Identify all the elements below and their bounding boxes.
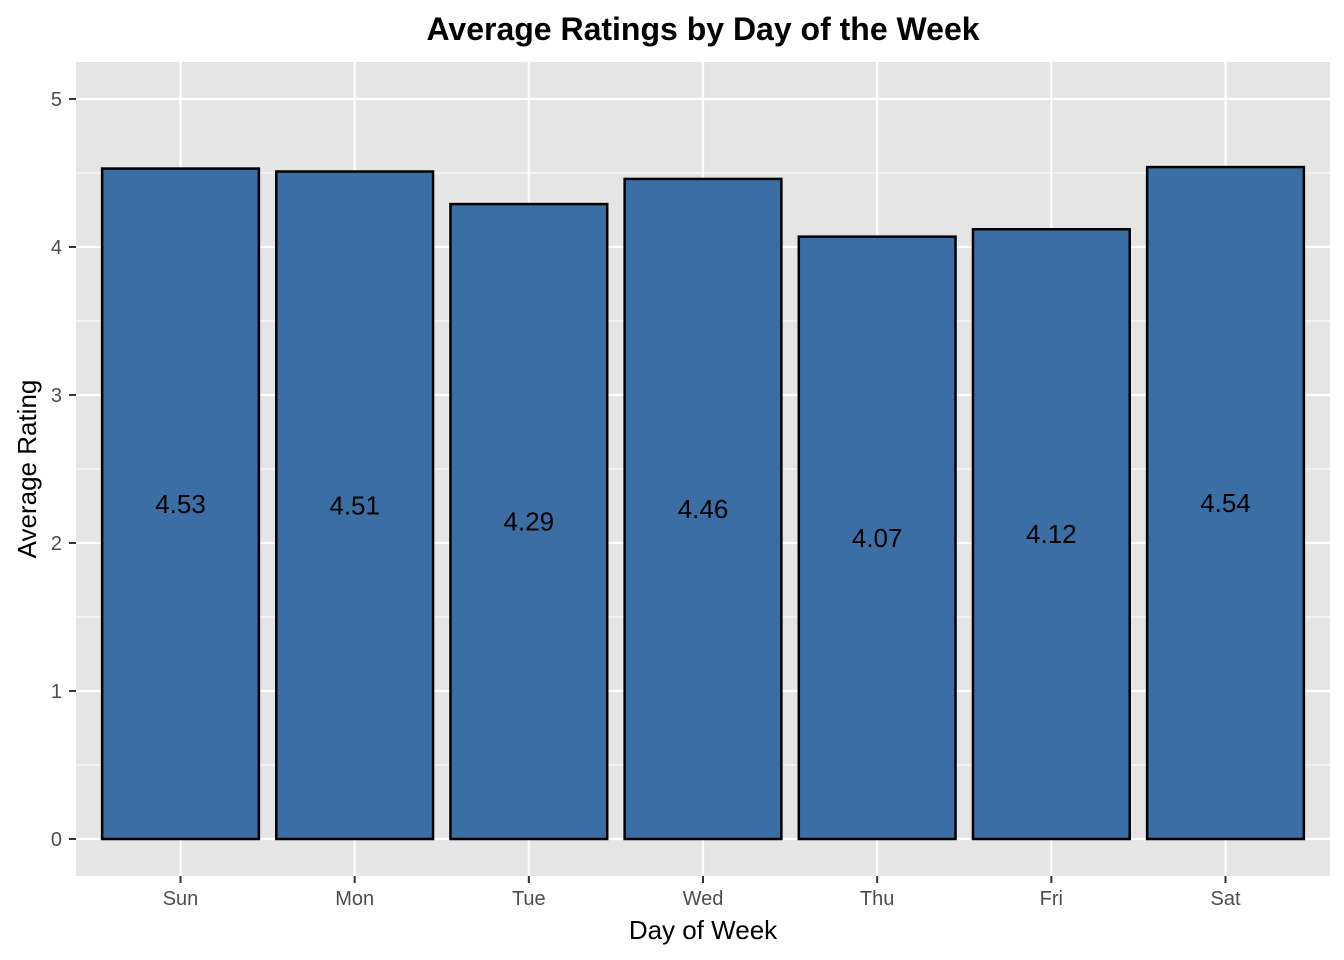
x-tick-label-wed: Wed [683, 888, 724, 910]
data-label-sat: 4.54 [1200, 488, 1251, 518]
bar-tue [449, 202, 609, 841]
x-tick-label-fri: Fri [1040, 888, 1063, 910]
y-tick-label: 1 [51, 681, 62, 703]
x-tick-label-thu: Thu [860, 888, 894, 910]
y-tick-label: 2 [51, 533, 62, 555]
x-axis: Sun Mon Tue Wed Thu Fri Sat [163, 876, 1241, 910]
x-tick-label-tue: Tue [512, 888, 546, 910]
data-label-tue: 4.29 [504, 507, 555, 537]
bar-mon [275, 170, 435, 841]
chart-title: Average Ratings by Day of the Week [426, 11, 979, 47]
bar-wed [623, 177, 783, 841]
bar-data-labels: 4.53 4.51 4.29 4.46 4.07 4.12 4.54 [155, 488, 1251, 553]
data-label-fri: 4.12 [1026, 519, 1077, 549]
y-tick-label: 5 [51, 89, 62, 111]
x-tick-label-sat: Sat [1210, 888, 1240, 910]
x-tick-label-mon: Mon [335, 888, 374, 910]
y-tick-label: 0 [51, 829, 62, 851]
y-axis: 0 1 2 3 4 5 [51, 89, 76, 851]
bar-fri [971, 227, 1131, 841]
data-label-mon: 4.51 [329, 490, 380, 520]
bar-sat [1145, 165, 1306, 841]
bars [100, 165, 1306, 841]
data-label-sun: 4.53 [155, 489, 206, 519]
bar-thu [797, 235, 957, 841]
data-label-thu: 4.07 [852, 523, 903, 553]
bar-sun [100, 167, 261, 841]
y-tick-label: 3 [51, 385, 62, 407]
data-label-wed: 4.46 [678, 494, 729, 524]
y-tick-label: 4 [51, 237, 62, 259]
x-tick-label-sun: Sun [163, 888, 199, 910]
x-axis-title: Day of Week [629, 915, 778, 945]
y-axis-title: Average Rating [12, 380, 42, 559]
